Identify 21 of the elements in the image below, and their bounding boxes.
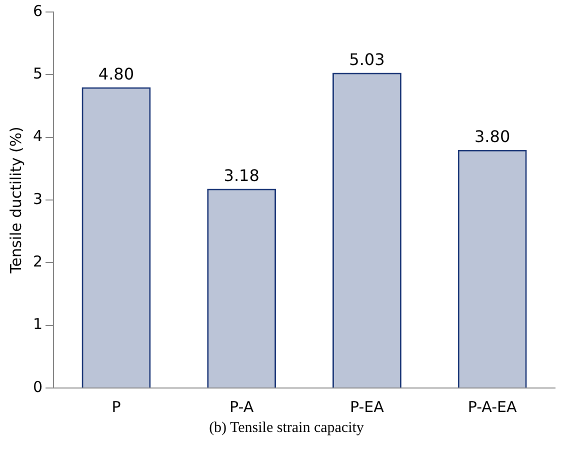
y-tick-label: 3: [32, 190, 43, 208]
y-tick-label: 5: [32, 64, 43, 83]
y-tick-label: 2: [32, 252, 43, 271]
y-tick-label: 6: [32, 2, 43, 20]
text: (b) Tensile strain capacity: [208, 420, 365, 437]
x-tick-label: P-A: [230, 398, 254, 416]
data-label: 5.03: [349, 50, 385, 69]
data-label: 3.80: [474, 127, 510, 146]
bar: [332, 72, 402, 388]
x-tick-label: P: [112, 398, 121, 416]
y-axis-title: Tensile ductility (%): [6, 126, 25, 274]
y-tick-label: 4: [32, 127, 43, 146]
bar: [82, 87, 151, 388]
bar: [458, 150, 527, 388]
x-tick-label: P-A-EA: [468, 398, 518, 416]
x-tick-label: P-EA: [350, 398, 385, 416]
data-label: 4.80: [98, 64, 134, 84]
y-tick-label: 0: [32, 378, 43, 396]
y-tick-label: 1: [32, 315, 43, 334]
data-label: 3.18: [224, 166, 260, 185]
bar: [207, 188, 276, 388]
